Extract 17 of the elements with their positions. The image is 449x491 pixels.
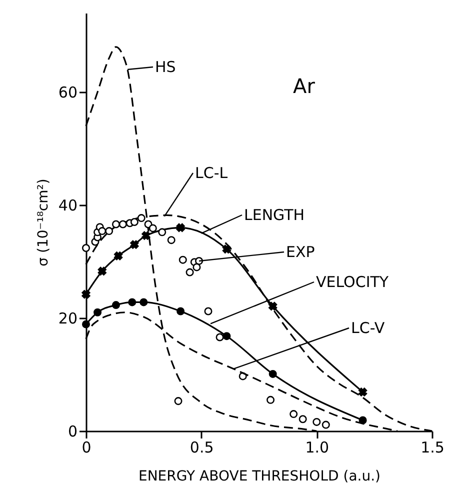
y-tick-label: 20 — [58, 310, 78, 328]
y-tick-label: 0 — [68, 422, 78, 440]
y-tick-label: 60 — [58, 84, 78, 102]
x-tick-label: 1.0 — [305, 438, 330, 456]
x-axis-title: ENERGY ABOVE THRESHOLD (a.u.) — [138, 468, 381, 484]
y-tick-label: 40 — [58, 196, 78, 215]
annotation: LC-L — [195, 164, 228, 182]
annotation: Ar — [293, 74, 316, 98]
y-axis-title: σ (10⁻¹⁸cm²) — [35, 178, 52, 266]
annotation: HS — [155, 58, 176, 76]
x-tick-label: 0.5 — [190, 438, 214, 456]
x-tick-label: 1.5 — [420, 438, 444, 456]
annotation: EXP — [286, 243, 315, 261]
annotation: LENGTH — [244, 206, 305, 224]
x-tick-label: 0 — [82, 438, 92, 456]
annotation: VELOCITY — [316, 273, 390, 291]
annotation: LC-V — [351, 319, 386, 337]
